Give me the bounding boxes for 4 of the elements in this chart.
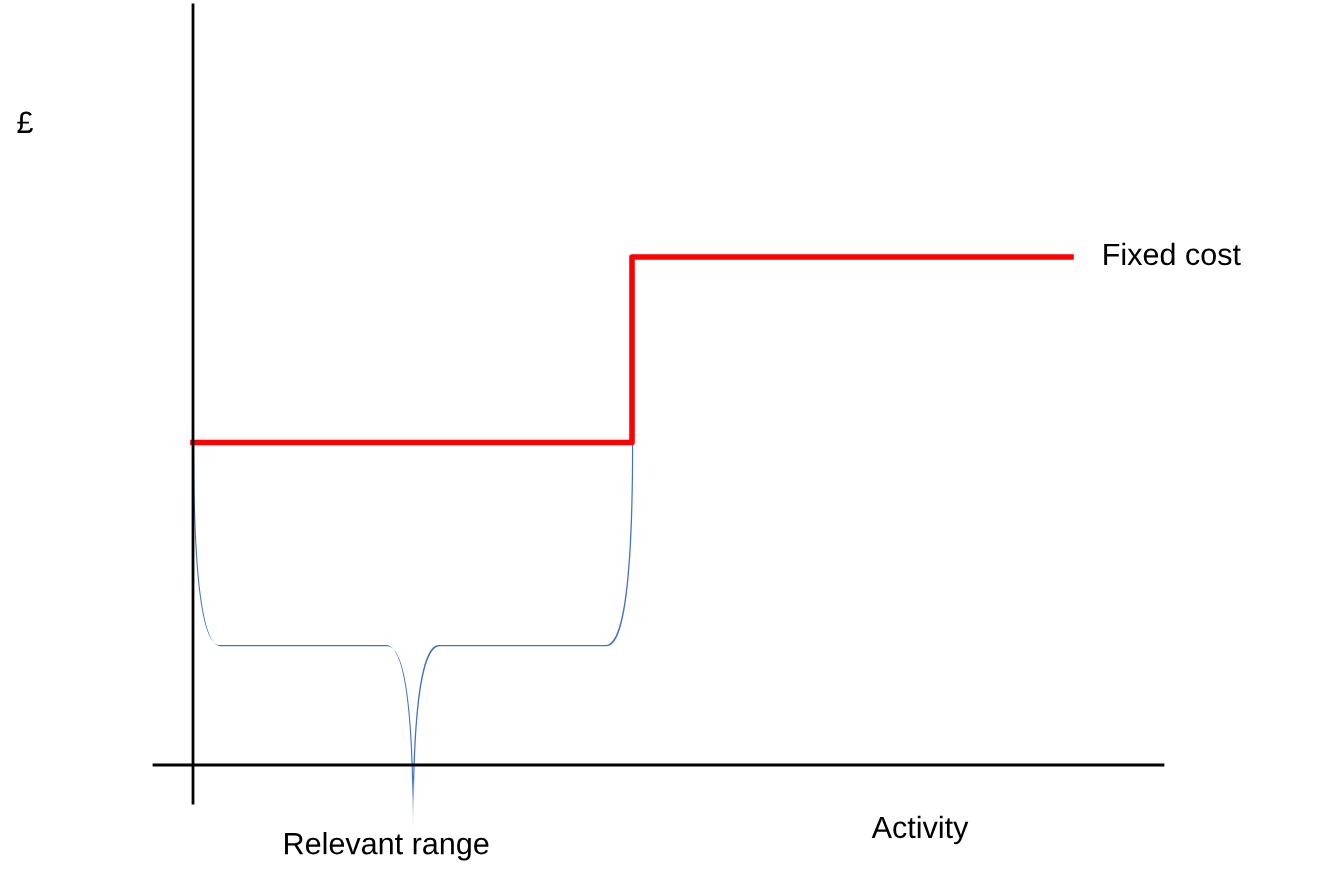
text: £ [17,111,33,133]
text: Relevant range [285,832,489,861]
series-label: Fixed cost [1104,242,1241,266]
x-axis-title: Activity [871,815,969,845]
